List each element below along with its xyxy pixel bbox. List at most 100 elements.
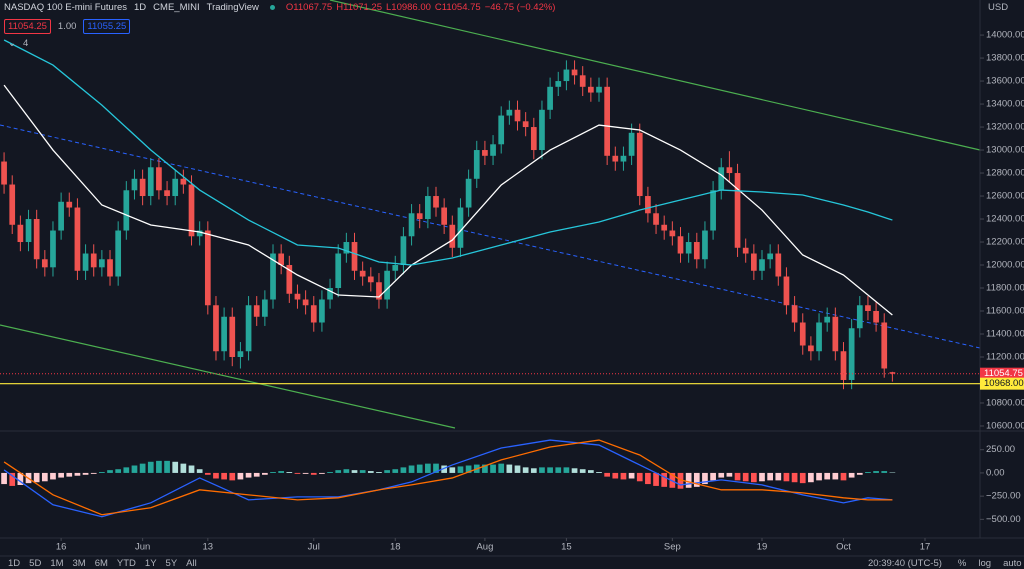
histogram-bar <box>661 472 668 487</box>
range-button[interactable]: 5D <box>29 558 42 569</box>
candle-body <box>824 316 831 323</box>
histogram-bar <box>221 472 227 480</box>
exchange: CME_MINI <box>153 2 200 13</box>
histogram-bar <box>522 467 529 473</box>
candle-body <box>881 322 888 369</box>
candle-body <box>856 305 863 329</box>
histogram-bar <box>465 465 472 473</box>
histogram-bar <box>41 472 48 482</box>
candle-body <box>808 345 814 352</box>
candle-body <box>457 207 464 248</box>
buy-price[interactable]: 11055.25 <box>83 19 131 34</box>
range-button[interactable]: 1D <box>8 558 21 569</box>
histogram-bar <box>156 460 162 473</box>
candle-body <box>58 201 64 231</box>
histogram-bar <box>693 472 700 487</box>
histogram-bar <box>400 467 407 473</box>
candle-body <box>82 253 89 271</box>
candle-body <box>816 322 822 352</box>
y-tick-label: 0.00 <box>986 467 1005 478</box>
candle-body <box>661 224 668 231</box>
histogram-bar <box>726 472 733 477</box>
candle-body <box>156 167 162 191</box>
x-tick-label: 15 <box>561 542 572 553</box>
histogram-bar <box>710 472 716 481</box>
candle-body <box>213 305 219 352</box>
candle-body <box>677 236 684 254</box>
range-button[interactable]: All <box>186 558 197 569</box>
histogram-bar <box>596 472 602 473</box>
candle-body <box>539 109 545 151</box>
ohlc-value: H11071.25 <box>336 2 382 13</box>
histogram-bar <box>50 472 56 480</box>
candle-body <box>25 219 32 243</box>
indicator-line <box>3 39 893 266</box>
range-button[interactable]: 6M <box>94 558 108 569</box>
histogram-bar <box>147 461 154 473</box>
histogram-bar <box>620 472 627 480</box>
candle-body <box>416 213 423 220</box>
sell-price[interactable]: 11054.25 <box>4 19 51 34</box>
histogram-bar <box>319 472 325 474</box>
candle-body <box>726 167 733 174</box>
y-tick-label: 12600.00 <box>986 191 1024 202</box>
y-tick-label: 13400.00 <box>986 99 1024 110</box>
histogram-bar <box>33 472 40 483</box>
candle-body <box>473 150 480 179</box>
candle-body <box>245 305 252 352</box>
x-tick-label: 13 <box>203 542 214 553</box>
histogram-bar <box>653 472 659 486</box>
histogram-bar <box>563 467 570 473</box>
scale-option[interactable]: auto <box>1003 558 1022 569</box>
candle-body <box>131 178 138 191</box>
candle-body <box>229 316 236 357</box>
histogram-bar <box>351 470 358 473</box>
histogram-bar <box>840 472 847 481</box>
candle-body <box>1 161 7 185</box>
candle-body <box>799 322 806 346</box>
candle-body <box>319 299 325 323</box>
spread: 1.00 <box>57 21 77 32</box>
histogram-bar <box>775 472 782 481</box>
histogram-bar <box>579 469 586 473</box>
candle-body <box>783 276 790 306</box>
y-tick-label: 13800.00 <box>986 53 1024 64</box>
scale-option[interactable]: log <box>978 558 992 569</box>
histogram-bar <box>99 472 105 473</box>
histogram-bar <box>685 472 692 488</box>
range-button[interactable]: YTD <box>116 558 136 569</box>
histogram-bar <box>180 463 187 473</box>
ohlc-value: L10986.00 <box>386 2 431 13</box>
histogram-bar <box>783 472 790 482</box>
indicator-toggle[interactable]: ⌄ 4 <box>8 38 28 49</box>
range-button[interactable]: 5Y <box>165 558 178 569</box>
candle-body <box>237 351 244 357</box>
candle-body <box>596 86 602 93</box>
scale-option[interactable]: % <box>957 558 967 569</box>
histogram-bar <box>213 472 219 479</box>
range-button[interactable]: 1M <box>50 558 64 569</box>
candle-body <box>41 259 48 268</box>
candle-body <box>840 351 847 380</box>
histogram-bar <box>237 472 244 480</box>
range-button[interactable]: 3M <box>72 558 86 569</box>
currency-label: USD <box>988 2 1009 13</box>
candle-body <box>188 184 195 237</box>
range-button[interactable]: 1Y <box>144 558 157 569</box>
candle-body <box>832 316 839 352</box>
candle-body <box>425 196 431 220</box>
histogram-bar <box>824 472 831 480</box>
indicator-line <box>3 439 893 516</box>
candle-body <box>50 230 56 268</box>
candle-body <box>302 299 309 306</box>
histogram-bar <box>718 472 725 478</box>
histogram-bar <box>286 472 293 473</box>
range-bar: 1D 5D 1M 3M 6M YTD 1Y 5Y All <box>8 558 197 569</box>
candle-body <box>115 230 122 277</box>
indicator-count: 4 <box>22 38 29 49</box>
candle-body <box>620 155 627 162</box>
candle-body <box>327 288 333 300</box>
histogram-bar <box>742 472 749 482</box>
candle-body <box>604 86 611 156</box>
